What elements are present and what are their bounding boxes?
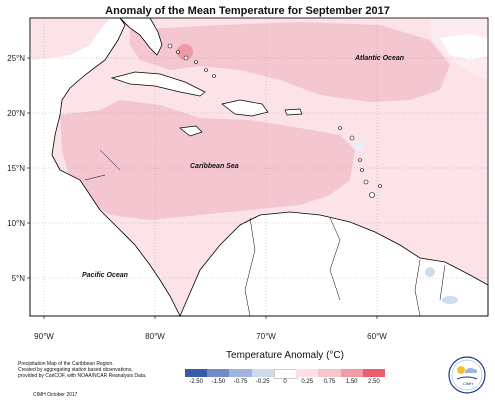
land-jamaica — [179, 125, 203, 137]
caribbean-sea-label: Caribbean Sea — [190, 163, 239, 170]
anomaly-neutral-caribbean-spot — [353, 141, 363, 151]
lat-label-15n: 15°N — [7, 164, 25, 173]
legend-title: Temperature Anomaly (°C) — [226, 350, 344, 361]
footnote-line-1: Precipitation Map of the Caribbean Regio… — [18, 361, 114, 367]
graticule — [30, 18, 488, 316]
lat-label-10n: 10°N — [7, 219, 25, 228]
map-area — [27, 17, 489, 319]
atlantic-ocean-label: Atlantic Ocean — [355, 55, 405, 62]
anomaly-field-medium-atlantic — [130, 22, 450, 102]
legend-tick-label: 0.25 — [301, 379, 314, 385]
legend-swatch — [340, 369, 363, 377]
anomaly-field-medium-caribbean — [60, 100, 355, 220]
gulf-area — [30, 18, 110, 60]
legend-tick-label: -0.25 — [255, 379, 270, 385]
legend-swatch — [229, 369, 252, 377]
legend-swatch — [251, 369, 274, 377]
land-central-america — [29, 17, 181, 317]
anomaly-neutral-north — [440, 34, 488, 60]
legend-swatch — [362, 369, 385, 377]
land-florida — [119, 17, 163, 56]
lon-label-70w: 70°W — [256, 332, 276, 341]
logo-text: CIMH — [462, 381, 474, 386]
lat-label-25n: 25°N — [7, 54, 25, 63]
lat-label-20n: 20°N — [7, 109, 25, 118]
land-bahamas — [167, 43, 216, 78]
country-borders — [84, 149, 446, 317]
lon-label-90w: 90°W — [34, 332, 54, 341]
legend-swatch — [273, 369, 299, 379]
legend-tick-label: 0 — [283, 379, 287, 385]
legend-swatch — [207, 369, 230, 377]
anomaly-neutral-guyana — [425, 267, 435, 277]
map-title: Anomaly of the Mean Temperature for Sept… — [105, 5, 390, 17]
cimh-logo-icon — [448, 356, 486, 394]
land-puerto-rico — [284, 108, 303, 116]
legend-swatch — [318, 369, 341, 377]
land-hispaniola — [221, 99, 269, 117]
axis-ticks — [27, 57, 378, 319]
footnote-line-3: provided by CariCOF, with NOAA/NCAR Rean… — [18, 373, 147, 379]
legend-tick-label: 0.75 — [323, 379, 336, 385]
land-cuba — [110, 71, 206, 97]
anomaly-neutral-suriname — [442, 296, 458, 304]
pacific-ocean-label: Pacific Ocean — [82, 272, 128, 279]
legend-swatch — [296, 369, 319, 377]
land-south-america — [179, 211, 489, 317]
lon-label-60w: 60°W — [367, 332, 387, 341]
legend-tick-label: 1.50 — [345, 379, 358, 385]
legend-tick-label: -1.50 — [211, 379, 226, 385]
legend-tick-label: 2.50 — [368, 379, 380, 385]
lon-label-80w: 80°W — [145, 332, 165, 341]
footnote-line-2: Created by aggregating station based obs… — [18, 367, 133, 373]
legend-swatch — [185, 369, 208, 377]
footnote-credit: CIMH October 2017 — [33, 392, 78, 398]
legend-tick-label: -2.50 — [189, 379, 203, 385]
map-frame — [29, 17, 489, 317]
legend-tick-label: -0.75 — [233, 379, 248, 385]
anomaly-high-bahamas — [177, 44, 193, 60]
lat-label-5n: 5°N — [11, 274, 25, 283]
